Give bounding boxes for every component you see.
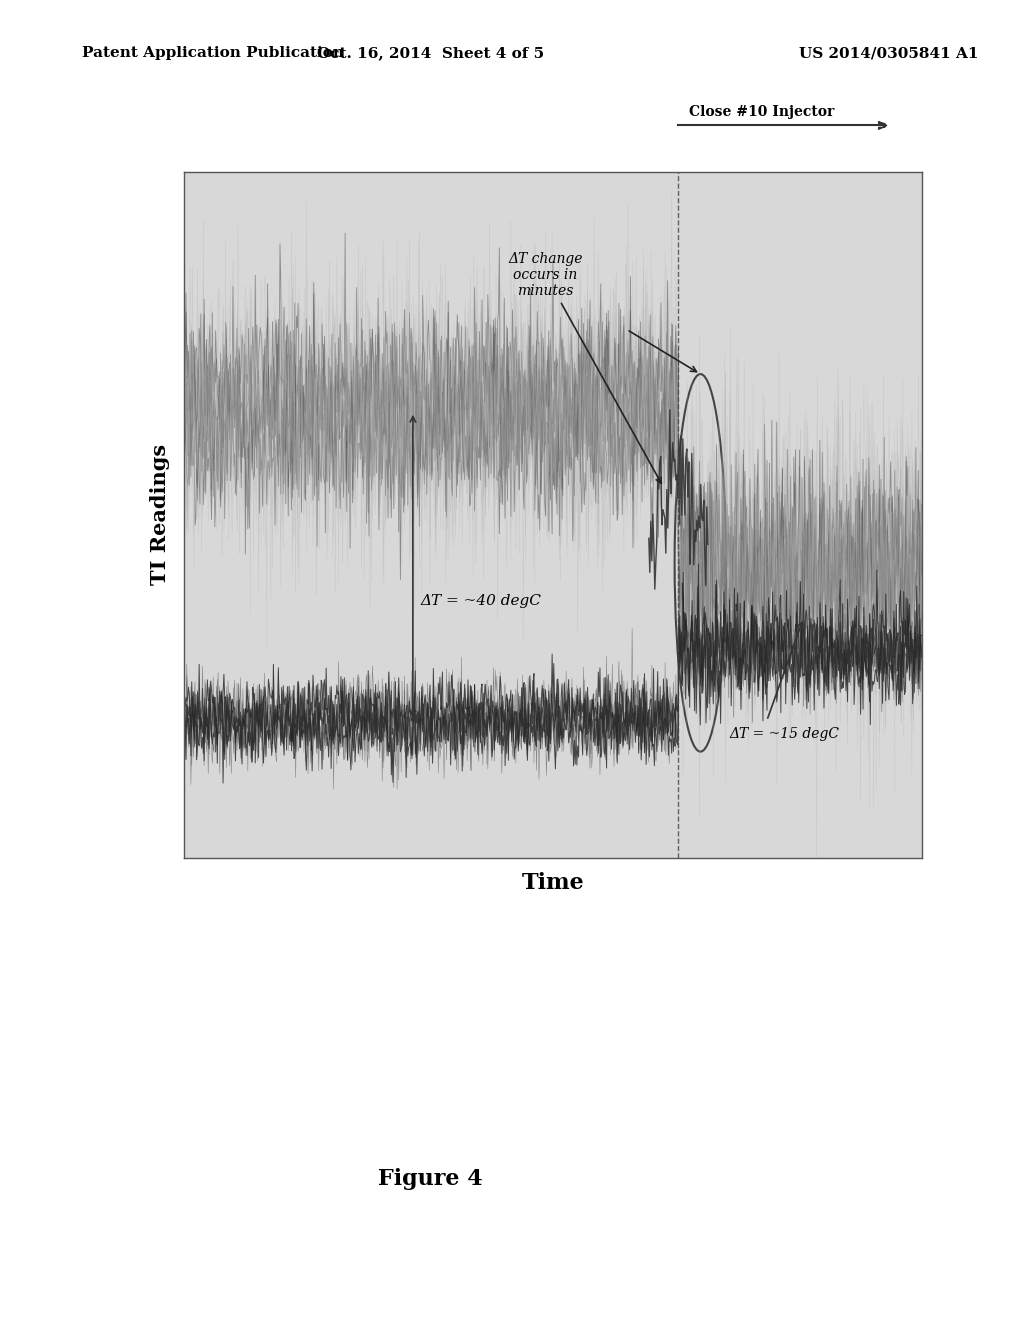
Text: ΔT = ~40 degC: ΔT = ~40 degC xyxy=(420,594,541,607)
Text: Patent Application Publication: Patent Application Publication xyxy=(82,46,344,61)
Text: Oct. 16, 2014  Sheet 4 of 5: Oct. 16, 2014 Sheet 4 of 5 xyxy=(316,46,544,61)
Y-axis label: TI Readings: TI Readings xyxy=(151,445,170,585)
Text: ΔT change
occurs in
minutes: ΔT change occurs in minutes xyxy=(508,252,662,483)
Text: Figure 4: Figure 4 xyxy=(378,1168,482,1191)
Text: Close #10 Injector: Close #10 Injector xyxy=(688,104,834,119)
Text: ΔT = ~15 degC: ΔT = ~15 degC xyxy=(730,727,840,742)
X-axis label: Time: Time xyxy=(521,873,585,894)
Text: US 2014/0305841 A1: US 2014/0305841 A1 xyxy=(799,46,978,61)
